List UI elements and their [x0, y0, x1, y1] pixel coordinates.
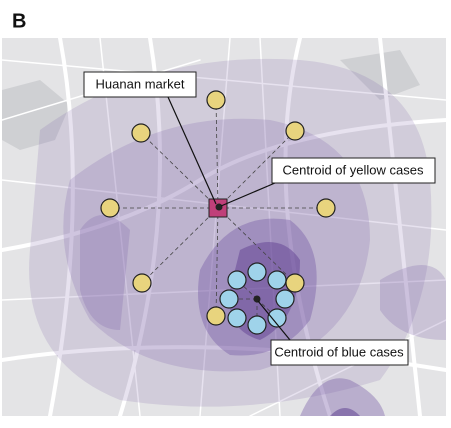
callout-box	[83, 71, 197, 98]
callout-box	[270, 339, 409, 366]
dashed-link	[217, 207, 296, 284]
callout-box	[271, 157, 436, 184]
panel-label: B	[12, 10, 26, 32]
yellow-cases	[100, 90, 336, 326]
leader-line	[257, 300, 291, 341]
dashed-link	[140, 132, 219, 209]
callout-text: Centroid of blue cases	[274, 344, 404, 359]
callout-text: Huanan market	[96, 76, 185, 91]
blue-centroid	[253, 295, 261, 303]
yellow-centroid	[215, 203, 223, 211]
callout-text: Centroid of yellow cases	[283, 162, 424, 177]
blue-cases	[219, 262, 295, 335]
leader-line	[220, 182, 276, 207]
dashed-link	[141, 207, 219, 284]
leader-line	[167, 96, 217, 205]
density	[29, 58, 446, 416]
